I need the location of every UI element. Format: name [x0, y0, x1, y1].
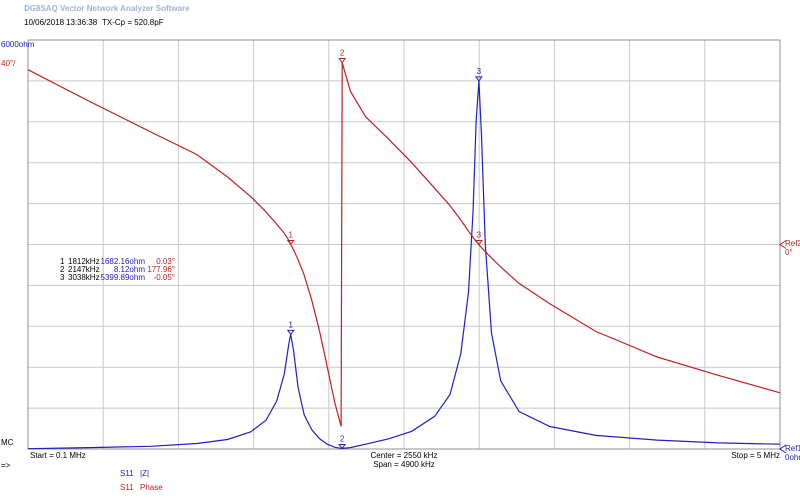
app-title: DG8SAQ Vector Network Analyzer Software — [24, 4, 190, 13]
y-scale: 6000ohm — [1, 40, 35, 49]
marker-freq: 1812kHz — [68, 257, 100, 266]
date: 10/06/2018 — [24, 18, 65, 27]
legend-parameter: S11 — [120, 483, 134, 492]
series-line — [27, 80, 781, 450]
marker-tag: 1 — [289, 231, 294, 240]
marker-phase: -0.05° — [154, 273, 175, 282]
marker-magnitude: 5399.89ohm — [101, 273, 146, 282]
marker-symbol — [474, 240, 483, 246]
marker-symbol — [286, 239, 295, 246]
legend-parameter: S11 — [120, 469, 134, 478]
marker-freq: 3038kHz — [68, 273, 100, 282]
marker-tag: 2 — [340, 49, 345, 58]
span: Span = 4900 kHz — [373, 460, 435, 469]
ref1-arrow — [779, 444, 787, 454]
marker-number: 2 — [60, 265, 65, 274]
ref2-arrow — [779, 240, 787, 249]
marker-magnitude: 8.12ohm — [114, 265, 145, 274]
series-line — [27, 62, 781, 427]
ref2-label: 0° — [785, 248, 793, 257]
start: Start = 0.1 MHz — [30, 451, 86, 460]
marker-freq: 2147kHz — [68, 265, 100, 274]
ref2-name: Ref2 — [785, 239, 800, 248]
stop: Stop = 5 MHz — [731, 451, 780, 460]
marker-symbol — [286, 329, 295, 336]
marker-phase: 177.96° — [147, 265, 175, 274]
ref1-name: Ref1 — [785, 444, 800, 453]
note: TX-Cp = 520.8pF — [102, 18, 164, 27]
marker-symbol — [474, 76, 483, 82]
marker-symbol — [338, 58, 347, 64]
marker-tag: 1 — [289, 320, 294, 329]
ref1-label: 0ohm — [785, 453, 800, 462]
marker-magnitude: 1682.16ohm — [101, 257, 146, 266]
marker-number: 3 — [60, 273, 65, 282]
center: Center = 2550 kHz — [371, 451, 438, 460]
y2-scale: 40°/ — [1, 59, 16, 68]
legend-name: |Z| — [140, 469, 149, 478]
legend-name: Phase — [140, 483, 163, 492]
arrow: => — [1, 461, 11, 470]
marker-number: 1 — [60, 257, 65, 266]
marker-phase: 0.03° — [156, 257, 175, 266]
mode: MC — [1, 438, 14, 447]
marker-tag: 3 — [477, 231, 482, 240]
marker-tag: 3 — [477, 67, 482, 76]
time: 13:36:38 — [66, 18, 98, 27]
marker-tag: 2 — [340, 435, 345, 444]
marker-symbol — [338, 443, 347, 450]
